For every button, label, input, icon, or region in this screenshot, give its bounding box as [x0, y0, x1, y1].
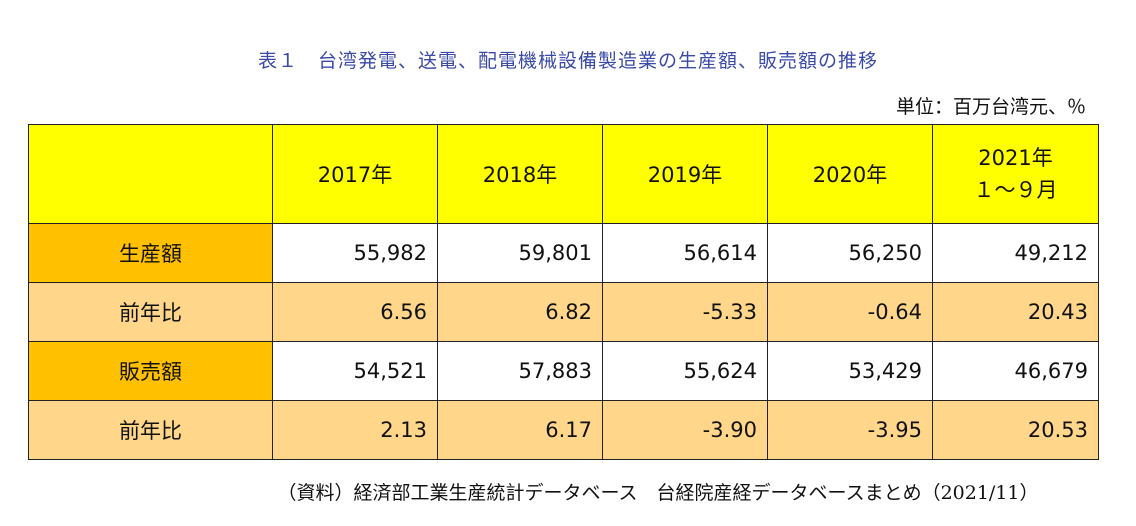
table-cell: 54,521: [272, 341, 438, 401]
table-cell: 57,883: [437, 341, 603, 401]
table-cell: 20.43: [932, 282, 1099, 342]
table-cell: -3.90: [602, 400, 768, 460]
table-row: 生産額 55,982 59,801 56,614 56,250 49,212: [28, 223, 1099, 283]
corner-cell: [28, 124, 273, 224]
header-2018: 2018年: [437, 124, 603, 224]
header-2021-months: １～９月: [973, 178, 1058, 202]
table-cell: 46,679: [932, 341, 1099, 401]
table-cell: 55,624: [602, 341, 768, 401]
table-row: 前年比 2.13 6.17 -3.90 -3.95 20.53: [28, 400, 1099, 460]
data-table: 2017年 2018年 2019年 2020年 2021年 １～９月 生産額 5…: [28, 124, 1099, 460]
table-row: 前年比 6.56 6.82 -5.33 -0.64 20.43: [28, 282, 1099, 342]
row-label: 前年比: [28, 282, 273, 342]
header-2021: 2021年 １～９月: [932, 124, 1099, 224]
table-cell: 56,250: [767, 223, 933, 283]
table-cell: 6.17: [437, 400, 603, 460]
table-cell: 55,982: [272, 223, 438, 283]
table-cell: 56,614: [602, 223, 768, 283]
table-cell: -3.95: [767, 400, 933, 460]
table-cell: 6.56: [272, 282, 438, 342]
table-title: 表１ 台湾発電、送電、配電機械設備製造業の生産額、販売額の推移: [257, 50, 878, 72]
row-label: 生産額: [28, 223, 273, 283]
header-2021-year: 2021年: [978, 146, 1053, 170]
header-2019: 2019年: [602, 124, 768, 224]
table-cell: 6.82: [437, 282, 603, 342]
table-cell: -0.64: [767, 282, 933, 342]
row-label: 前年比: [28, 400, 273, 460]
table-cell: 49,212: [932, 223, 1099, 283]
source-note: （資料）経済部工業生産統計データベース 台経院産経データベースまとめ（2021/…: [277, 482, 1039, 504]
unit-note: 単位：百万台湾元、％: [895, 96, 1086, 118]
table-cell: -5.33: [602, 282, 768, 342]
row-label: 販売額: [28, 341, 273, 401]
table-cell: 2.13: [272, 400, 438, 460]
table-cell: 20.53: [932, 400, 1099, 460]
header-2020: 2020年: [767, 124, 933, 224]
table-cell: 59,801: [437, 223, 603, 283]
table-cell: 53,429: [767, 341, 933, 401]
table-row: 販売額 54,521 57,883 55,624 53,429 46,679: [28, 341, 1099, 401]
header-2017: 2017年: [272, 124, 438, 224]
header-row: 2017年 2018年 2019年 2020年 2021年 １～９月: [28, 124, 1099, 224]
